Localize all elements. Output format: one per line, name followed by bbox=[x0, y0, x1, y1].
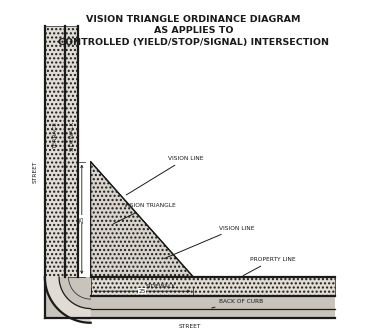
Text: SIDEWALK: SIDEWALK bbox=[146, 284, 176, 289]
Text: STREET: STREET bbox=[33, 161, 38, 183]
Polygon shape bbox=[59, 277, 91, 308]
Text: VISION TRIANGLE ORDINANCE DIAGRAM
AS APPLIES TO
CONTROLLED (YIELD/STOP/SIGNAL) I: VISION TRIANGLE ORDINANCE DIAGRAM AS APP… bbox=[58, 15, 329, 47]
Text: SIDEWALK: SIDEWALK bbox=[69, 121, 74, 151]
Polygon shape bbox=[91, 162, 193, 277]
Text: TERRACE: TERRACE bbox=[53, 122, 58, 149]
Text: 25: 25 bbox=[79, 216, 84, 223]
Text: PROPERTY LINE: PROPERTY LINE bbox=[243, 257, 296, 276]
Text: VISION LINE: VISION LINE bbox=[164, 225, 254, 258]
Polygon shape bbox=[45, 277, 91, 323]
Polygon shape bbox=[45, 277, 91, 318]
Polygon shape bbox=[45, 277, 91, 318]
Polygon shape bbox=[65, 26, 78, 277]
Polygon shape bbox=[45, 26, 65, 277]
Text: VISION TRIANGLE: VISION TRIANGLE bbox=[114, 203, 175, 224]
Text: 25: 25 bbox=[138, 289, 146, 294]
Polygon shape bbox=[45, 296, 335, 318]
Text: BACK OF CURB: BACK OF CURB bbox=[212, 299, 263, 308]
Text: STREET: STREET bbox=[179, 324, 201, 329]
Text: VISION LINE: VISION LINE bbox=[126, 156, 204, 195]
Polygon shape bbox=[91, 277, 335, 296]
